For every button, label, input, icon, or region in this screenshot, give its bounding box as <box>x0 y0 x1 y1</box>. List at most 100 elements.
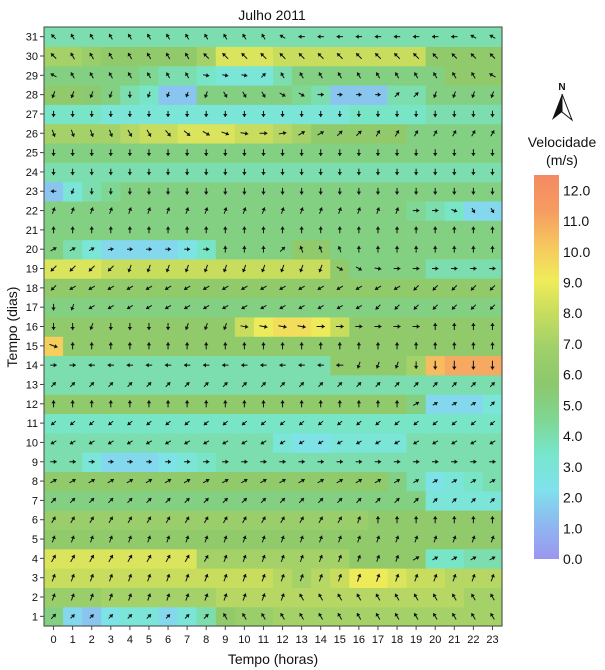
x-tick-label: 10 <box>238 634 250 646</box>
wind-arrow <box>471 612 476 620</box>
wind-arrow <box>146 497 152 504</box>
wind-arrow <box>356 92 362 97</box>
wind-arrow <box>375 593 381 601</box>
wind-arrow <box>260 72 266 78</box>
wind-arrow <box>317 362 324 368</box>
wind-arrow <box>50 247 57 252</box>
wind-arrow <box>414 72 419 79</box>
wind-arrow <box>413 612 419 620</box>
chart-title: Julho 2011 <box>238 7 306 23</box>
wind-arrow <box>432 612 438 620</box>
wind-arrow <box>88 285 96 291</box>
wind-arrow <box>127 168 133 176</box>
wind-arrow <box>108 91 113 98</box>
wind-arrow <box>69 420 76 426</box>
wind-arrow <box>223 573 228 582</box>
wind-arrow <box>280 72 285 79</box>
wind-arrow <box>317 92 324 97</box>
colorbar-ticks: 12.0 11.0 10.0 9.0 8.0 7.0 6.0 5.0 4.0 3.0 2.0 1.0 0… <box>563 182 590 567</box>
wind-arrow <box>184 226 190 234</box>
wind-arrow <box>222 305 229 310</box>
wind-arrow <box>299 400 304 408</box>
y-tick-label: 1 <box>32 611 38 623</box>
y-axis-label: Tempo (dias) <box>4 287 20 368</box>
wind-arrow <box>223 168 228 176</box>
wind-arrow <box>356 245 362 253</box>
wind-arrows <box>49 33 496 620</box>
wind-arrow <box>221 131 230 136</box>
wind-arrow <box>279 52 286 60</box>
wind-arrow <box>223 187 228 195</box>
y-tick-label: 27 <box>26 109 38 121</box>
wind-arrow <box>184 149 190 156</box>
wind-arrow <box>471 535 476 543</box>
wind-arrow <box>108 573 114 582</box>
wind-arrow <box>261 187 266 195</box>
wind-arrow <box>433 72 438 79</box>
wind-arrow <box>107 478 115 484</box>
y-tick-label: 12 <box>26 399 38 411</box>
wind-arrow <box>184 554 190 563</box>
wind-arrow <box>146 342 152 350</box>
wind-arrow <box>355 305 363 310</box>
wind-arrow <box>223 149 228 156</box>
wind-arrow <box>242 226 247 234</box>
wind-arrow <box>145 478 153 484</box>
wind-arrow <box>357 516 362 524</box>
y-tick-label: 6 <box>32 515 38 527</box>
wind-arrow <box>413 226 419 234</box>
wind-arrow <box>299 342 304 350</box>
wind-arrow <box>451 440 458 445</box>
wind-arrow <box>489 73 496 78</box>
wind-arrow <box>70 72 75 79</box>
wind-arrow <box>204 168 209 176</box>
wind-arrow <box>490 322 495 331</box>
wind-arrow <box>127 207 133 214</box>
wind-arrow <box>127 264 132 273</box>
wind-arrow <box>471 91 476 98</box>
wind-arrow <box>299 207 304 214</box>
y-tick-label: 16 <box>26 322 38 334</box>
wind-arrow <box>126 285 134 291</box>
wind-arrow <box>279 92 286 97</box>
wind-arrow <box>260 440 267 445</box>
wind-arrow <box>261 245 266 253</box>
wind-arrow <box>128 573 133 582</box>
wind-arrow <box>394 72 400 79</box>
wind-arrow <box>298 362 305 368</box>
wind-arrow <box>451 612 457 620</box>
wind-arrow <box>203 52 210 59</box>
x-axis-ticks: 0 1 2 3 4 5 6 7 8 9 10 11 12 13 14 15 16 17 18 19 20 21 22 23 <box>50 626 499 646</box>
wind-arrow <box>147 593 152 601</box>
wind-arrow <box>357 573 362 582</box>
wind-arrow <box>70 573 75 582</box>
colorbar-title-line1: Velocidade <box>528 134 597 150</box>
wind-arrow <box>433 187 438 195</box>
wind-arrow <box>242 149 247 156</box>
wind-arrow <box>70 188 75 195</box>
y-tick-label: 25 <box>26 148 38 160</box>
wind-arrow <box>432 556 439 561</box>
wind-arrow <box>452 149 457 156</box>
x-tick-label: 9 <box>222 634 228 646</box>
wind-arrow <box>394 342 400 350</box>
wind-arrow <box>490 245 495 253</box>
wind-arrow <box>489 440 496 445</box>
wind-arrow <box>279 305 286 310</box>
wind-arrow <box>165 149 171 156</box>
wind-arrow <box>452 168 457 176</box>
wind-arrow <box>165 187 171 195</box>
wind-arrow <box>146 110 152 117</box>
wind-arrow <box>375 516 381 524</box>
wind-arrow <box>432 420 438 426</box>
wind-arrow <box>70 322 75 331</box>
wind-arrow <box>280 110 285 117</box>
wind-arrow <box>336 478 344 484</box>
wind-arrow <box>317 459 324 464</box>
wind-arrow <box>452 245 457 253</box>
wind-arrow <box>337 168 342 176</box>
wind-arrow <box>356 168 362 176</box>
wind-arrow <box>108 516 114 524</box>
y-tick-label: 21 <box>26 225 38 237</box>
wind-arrow <box>412 556 420 561</box>
